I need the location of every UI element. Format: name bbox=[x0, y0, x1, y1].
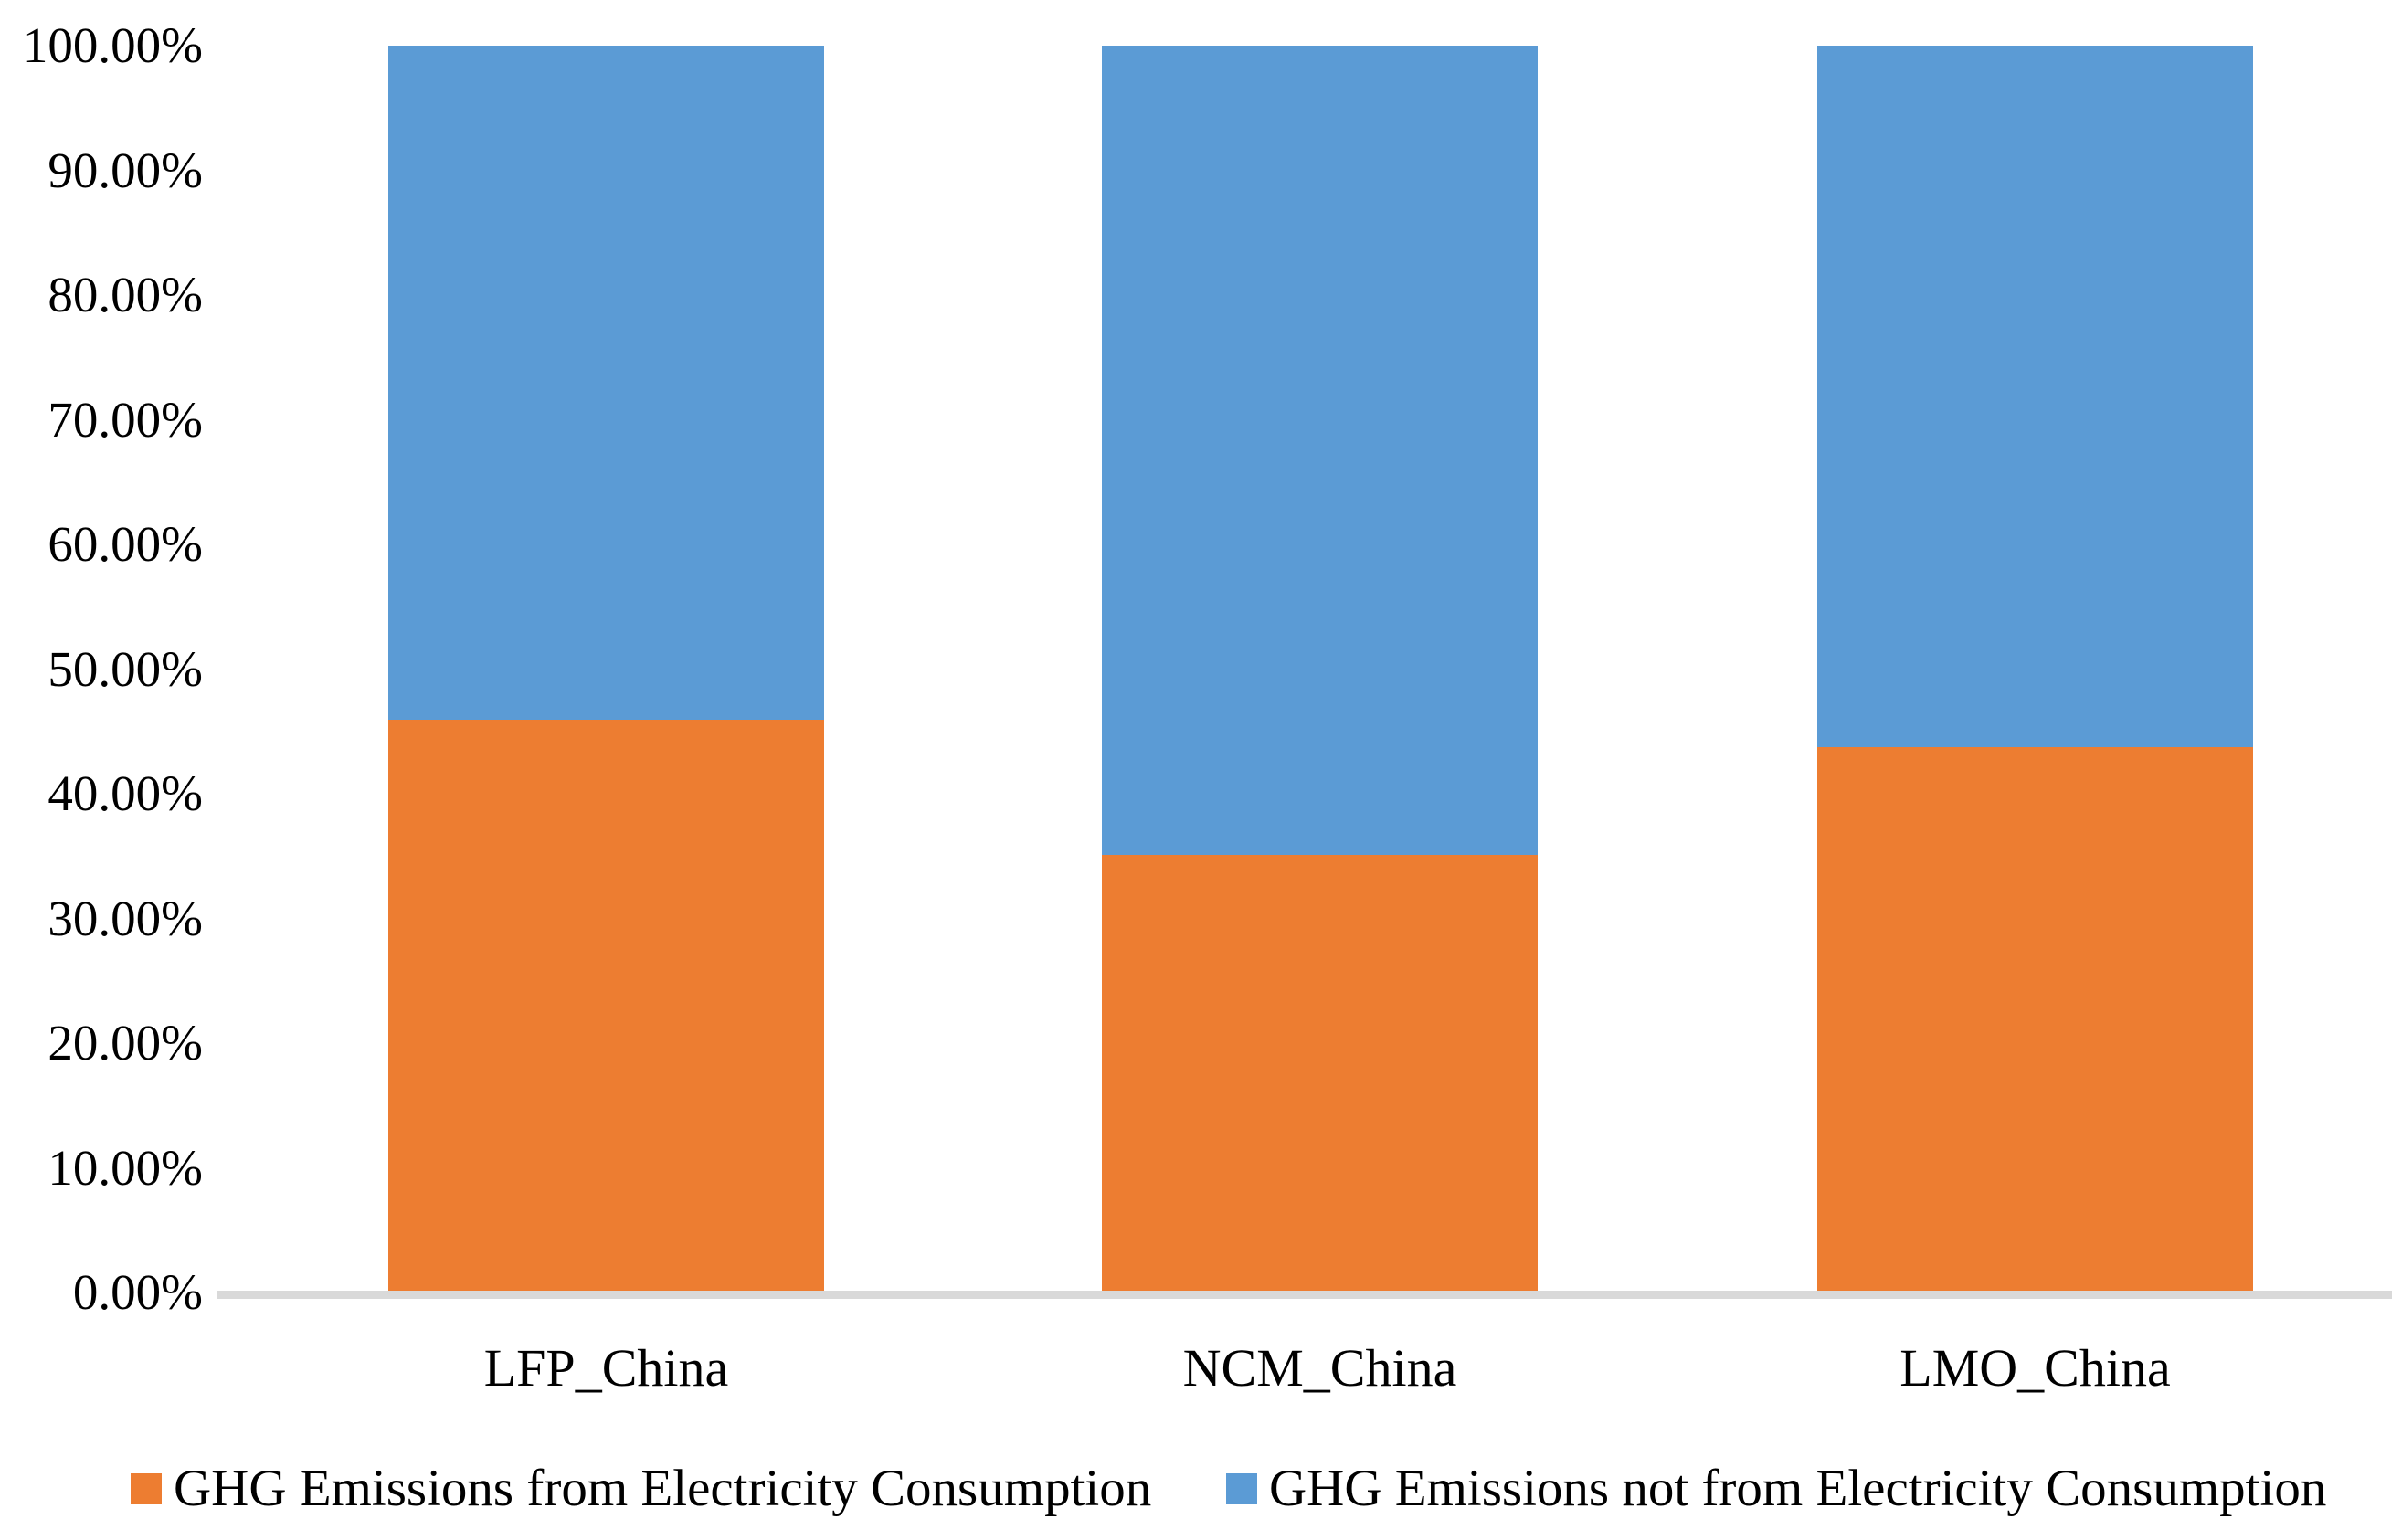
y-axis-tick-label: 20.00% bbox=[48, 1015, 203, 1071]
y-axis-tick-label: 90.00% bbox=[48, 142, 203, 198]
legend-item: GHG Emissions not from Electricity Consu… bbox=[1226, 1452, 2326, 1525]
legend-label: GHG Emissions not from Electricity Consu… bbox=[1269, 1460, 2327, 1517]
segment-ghg-from-electricity bbox=[1817, 747, 2253, 1292]
y-axis-tick-label: 40.00% bbox=[48, 765, 203, 821]
segment-ghg-not-from-electricity bbox=[388, 46, 824, 721]
stacked-bar-ncm_china bbox=[1102, 46, 1538, 1292]
x-axis-line bbox=[217, 1291, 2392, 1299]
y-axis-tick-label: 80.00% bbox=[48, 267, 203, 322]
legend: GHG Emissions from Electricity Consumpti… bbox=[0, 1452, 2402, 1525]
stacked-bar-lmo_china bbox=[1817, 46, 2253, 1292]
y-axis-tick-label: 70.00% bbox=[48, 391, 203, 448]
y-axis-tick-label: 50.00% bbox=[48, 640, 203, 697]
plot-area bbox=[217, 46, 2392, 1292]
segment-ghg-from-electricity bbox=[388, 720, 824, 1292]
y-axis-tick-label: 30.00% bbox=[48, 890, 203, 946]
segment-ghg-from-electricity bbox=[1102, 854, 1538, 1292]
x-axis-category-label: LFP_China bbox=[483, 1338, 729, 1398]
y-axis-tick-label: 60.00% bbox=[48, 516, 203, 572]
y-axis: 0.00% 10.00% 20.00% 30.00% 40.00% 50.00% 60.00… bbox=[0, 17, 203, 1320]
legend-label: GHG Emissions from Electricity Consumpti… bbox=[174, 1460, 1152, 1517]
x-axis-category-label: NCM_China bbox=[1182, 1338, 1457, 1398]
legend-item: GHG Emissions from Electricity Consumpti… bbox=[131, 1452, 1151, 1525]
segment-ghg-not-from-electricity bbox=[1817, 46, 2253, 748]
legend-marker-icon bbox=[1226, 1473, 1257, 1504]
stacked-bar-lfp_china bbox=[388, 46, 824, 1292]
legend-marker-icon bbox=[131, 1473, 162, 1504]
x-axis-category-label: LMO_China bbox=[1899, 1338, 2171, 1398]
segment-ghg-not-from-electricity bbox=[1102, 46, 1538, 855]
y-axis-tick-label: 0.00% bbox=[72, 1264, 203, 1320]
y-axis-tick-label: 10.00% bbox=[48, 1139, 203, 1196]
y-axis-tick-label: 100.00% bbox=[22, 17, 203, 73]
